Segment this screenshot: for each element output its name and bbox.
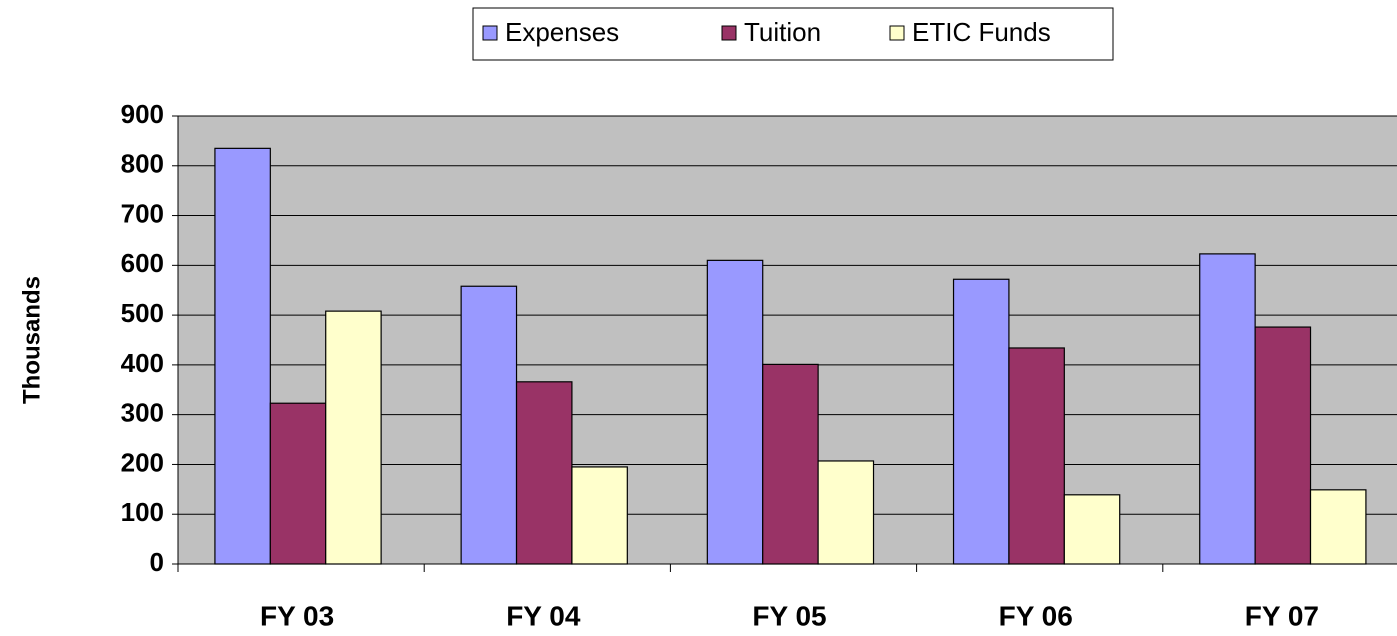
legend-swatch	[721, 25, 737, 41]
bar	[1254, 326, 1312, 565]
legend-label: ETIC Funds	[912, 17, 1051, 47]
y-axis-label: Thousands	[18, 276, 45, 404]
bar	[762, 363, 819, 565]
x-tick-label: FY 07	[1245, 600, 1319, 631]
x-tick-label: FY 03	[260, 600, 334, 631]
bar	[706, 259, 764, 565]
x-tick-label: FY 04	[506, 600, 581, 631]
bar	[214, 147, 271, 565]
legend-label: Expenses	[505, 17, 619, 47]
y-tick-label: 700	[121, 198, 164, 228]
legend-label: Tuition	[744, 17, 821, 47]
x-tick-label: FY 05	[752, 600, 826, 631]
y-tick-label: 0	[150, 547, 164, 577]
y-tick-label: 600	[121, 248, 164, 278]
legend-swatch	[889, 25, 905, 41]
legend-box	[472, 7, 1114, 61]
y-tick-label: 100	[121, 497, 164, 527]
y-tick-label: 300	[121, 398, 164, 428]
y-tick-label: 400	[121, 348, 164, 378]
bar	[325, 310, 382, 565]
y-tick-label: 500	[121, 298, 164, 328]
bar	[1199, 253, 1256, 565]
bar	[460, 285, 518, 565]
x-tick-label: FY 06	[999, 600, 1073, 631]
legend-swatch	[482, 25, 498, 41]
bar	[1309, 489, 1367, 565]
bar	[571, 466, 628, 565]
bar	[515, 381, 573, 565]
y-tick-label: 900	[121, 99, 164, 129]
y-tick-label: 200	[121, 447, 164, 477]
bar	[817, 460, 875, 565]
y-tick-label: 800	[121, 149, 164, 179]
bar	[269, 402, 327, 565]
bar	[1063, 494, 1121, 565]
bar	[1008, 347, 1065, 565]
bar	[952, 278, 1010, 565]
